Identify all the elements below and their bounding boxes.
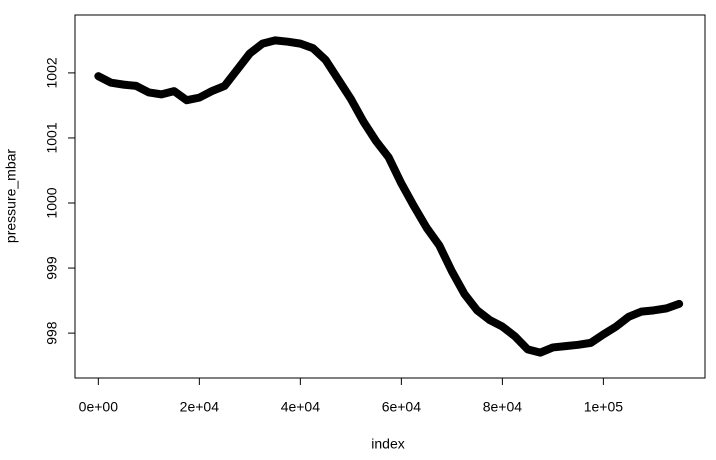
x-axis-label: index [371,436,404,452]
y-tick-label: 998 [44,321,60,345]
plot-box [74,14,706,379]
x-tick-label: 1e+05 [584,399,624,415]
y-tick-label: 1000 [44,187,60,218]
y-tick-label: 999 [44,256,60,280]
y-tick-label: 1001 [44,122,60,153]
x-tick-label: 0e+00 [79,399,119,415]
data-line [94,36,684,357]
y-tick-label: 1002 [44,57,60,88]
x-tick-label: 2e+04 [180,399,220,415]
y-axis-label: pressure_mbar [3,149,19,243]
x-tick-label: 4e+04 [281,399,321,415]
x-tick-label: 6e+04 [382,399,422,415]
x-tick-label: 8e+04 [483,399,523,415]
